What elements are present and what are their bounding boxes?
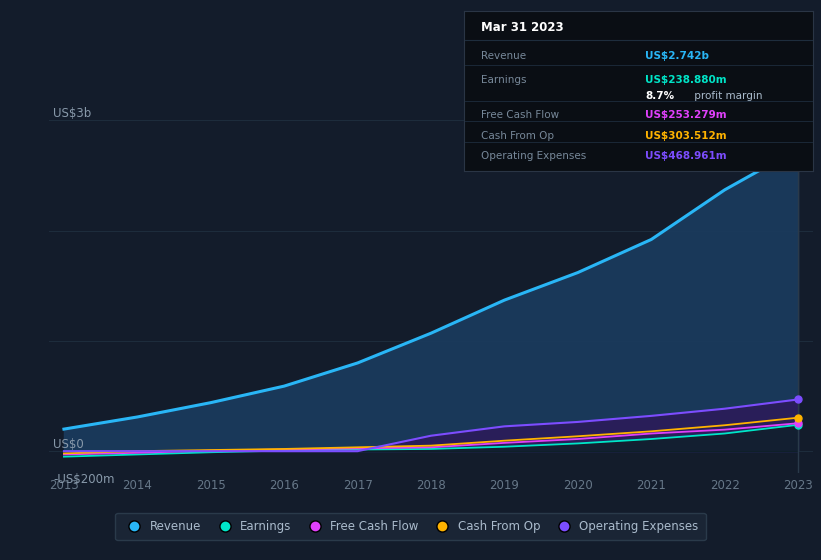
Text: Revenue: Revenue — [481, 51, 526, 61]
Text: /yr: /yr — [819, 151, 821, 161]
Text: Operating Expenses: Operating Expenses — [481, 151, 586, 161]
Text: US$238.880m: US$238.880m — [645, 75, 727, 85]
Text: Earnings: Earnings — [481, 75, 527, 85]
Legend: Revenue, Earnings, Free Cash Flow, Cash From Op, Operating Expenses: Revenue, Earnings, Free Cash Flow, Cash … — [116, 513, 705, 540]
Text: Cash From Op: Cash From Op — [481, 130, 554, 141]
Text: US$303.512m: US$303.512m — [645, 130, 727, 141]
Text: US$2.742b: US$2.742b — [645, 51, 709, 61]
Text: Free Cash Flow: Free Cash Flow — [481, 110, 559, 120]
Text: /yr: /yr — [819, 110, 821, 120]
Text: /yr: /yr — [819, 51, 821, 61]
Text: -US$200m: -US$200m — [53, 473, 114, 486]
Text: US$0: US$0 — [53, 438, 84, 451]
Text: US$468.961m: US$468.961m — [645, 151, 727, 161]
Text: /yr: /yr — [819, 75, 821, 85]
Text: /yr: /yr — [819, 130, 821, 141]
Text: profit margin: profit margin — [690, 91, 762, 101]
Text: 8.7%: 8.7% — [645, 91, 674, 101]
Text: US$253.279m: US$253.279m — [645, 110, 727, 120]
Text: US$3b: US$3b — [53, 108, 91, 120]
Text: Mar 31 2023: Mar 31 2023 — [481, 21, 564, 34]
